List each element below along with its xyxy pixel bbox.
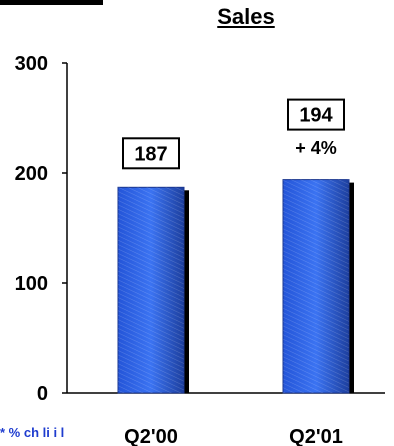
- footnote: * % ch li i l: [0, 425, 65, 440]
- value-label-box: [122, 137, 180, 170]
- x-category-label: Q2'00: [124, 426, 178, 446]
- x-category-label: Q2'01: [289, 426, 343, 446]
- header-rule: [0, 0, 103, 5]
- y-tick-label: 100: [15, 273, 48, 295]
- value-label-box: [287, 98, 345, 131]
- growth-annotation: + 4%: [295, 138, 337, 158]
- y-tick-label: 300: [15, 53, 48, 75]
- chart-title: Sales: [217, 4, 275, 29]
- y-tick-label: 0: [37, 383, 48, 405]
- value-label: 187: [134, 143, 167, 165]
- bar-texture: [283, 179, 349, 393]
- value-label: 194: [299, 105, 333, 127]
- bar-texture: [118, 187, 184, 393]
- y-tick-label: 200: [15, 163, 48, 185]
